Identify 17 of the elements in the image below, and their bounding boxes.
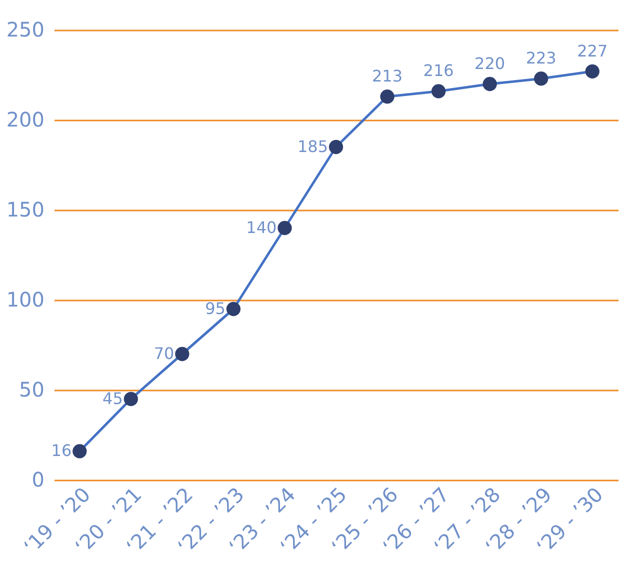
y-tick-label: 0 [32,468,44,492]
data-label: 185 [297,137,328,156]
y-tick-label: 150 [6,198,44,222]
data-label: 140 [246,218,277,237]
data-label: 45 [102,389,123,408]
y-tick-label: 250 [6,18,44,42]
y-tick-label: 50 [19,378,44,402]
data-label: 227 [577,41,608,60]
data-label: 223 [526,48,556,68]
data-label: 16 [51,441,72,460]
data-label: 213 [372,66,403,86]
data-label: 95 [205,299,226,318]
data-label: 216 [423,61,454,80]
y-tick-label: 100 [6,288,44,312]
data-label: 220 [474,54,506,73]
data-label: 70 [154,344,174,363]
y-tick-label: 200 [6,108,44,132]
